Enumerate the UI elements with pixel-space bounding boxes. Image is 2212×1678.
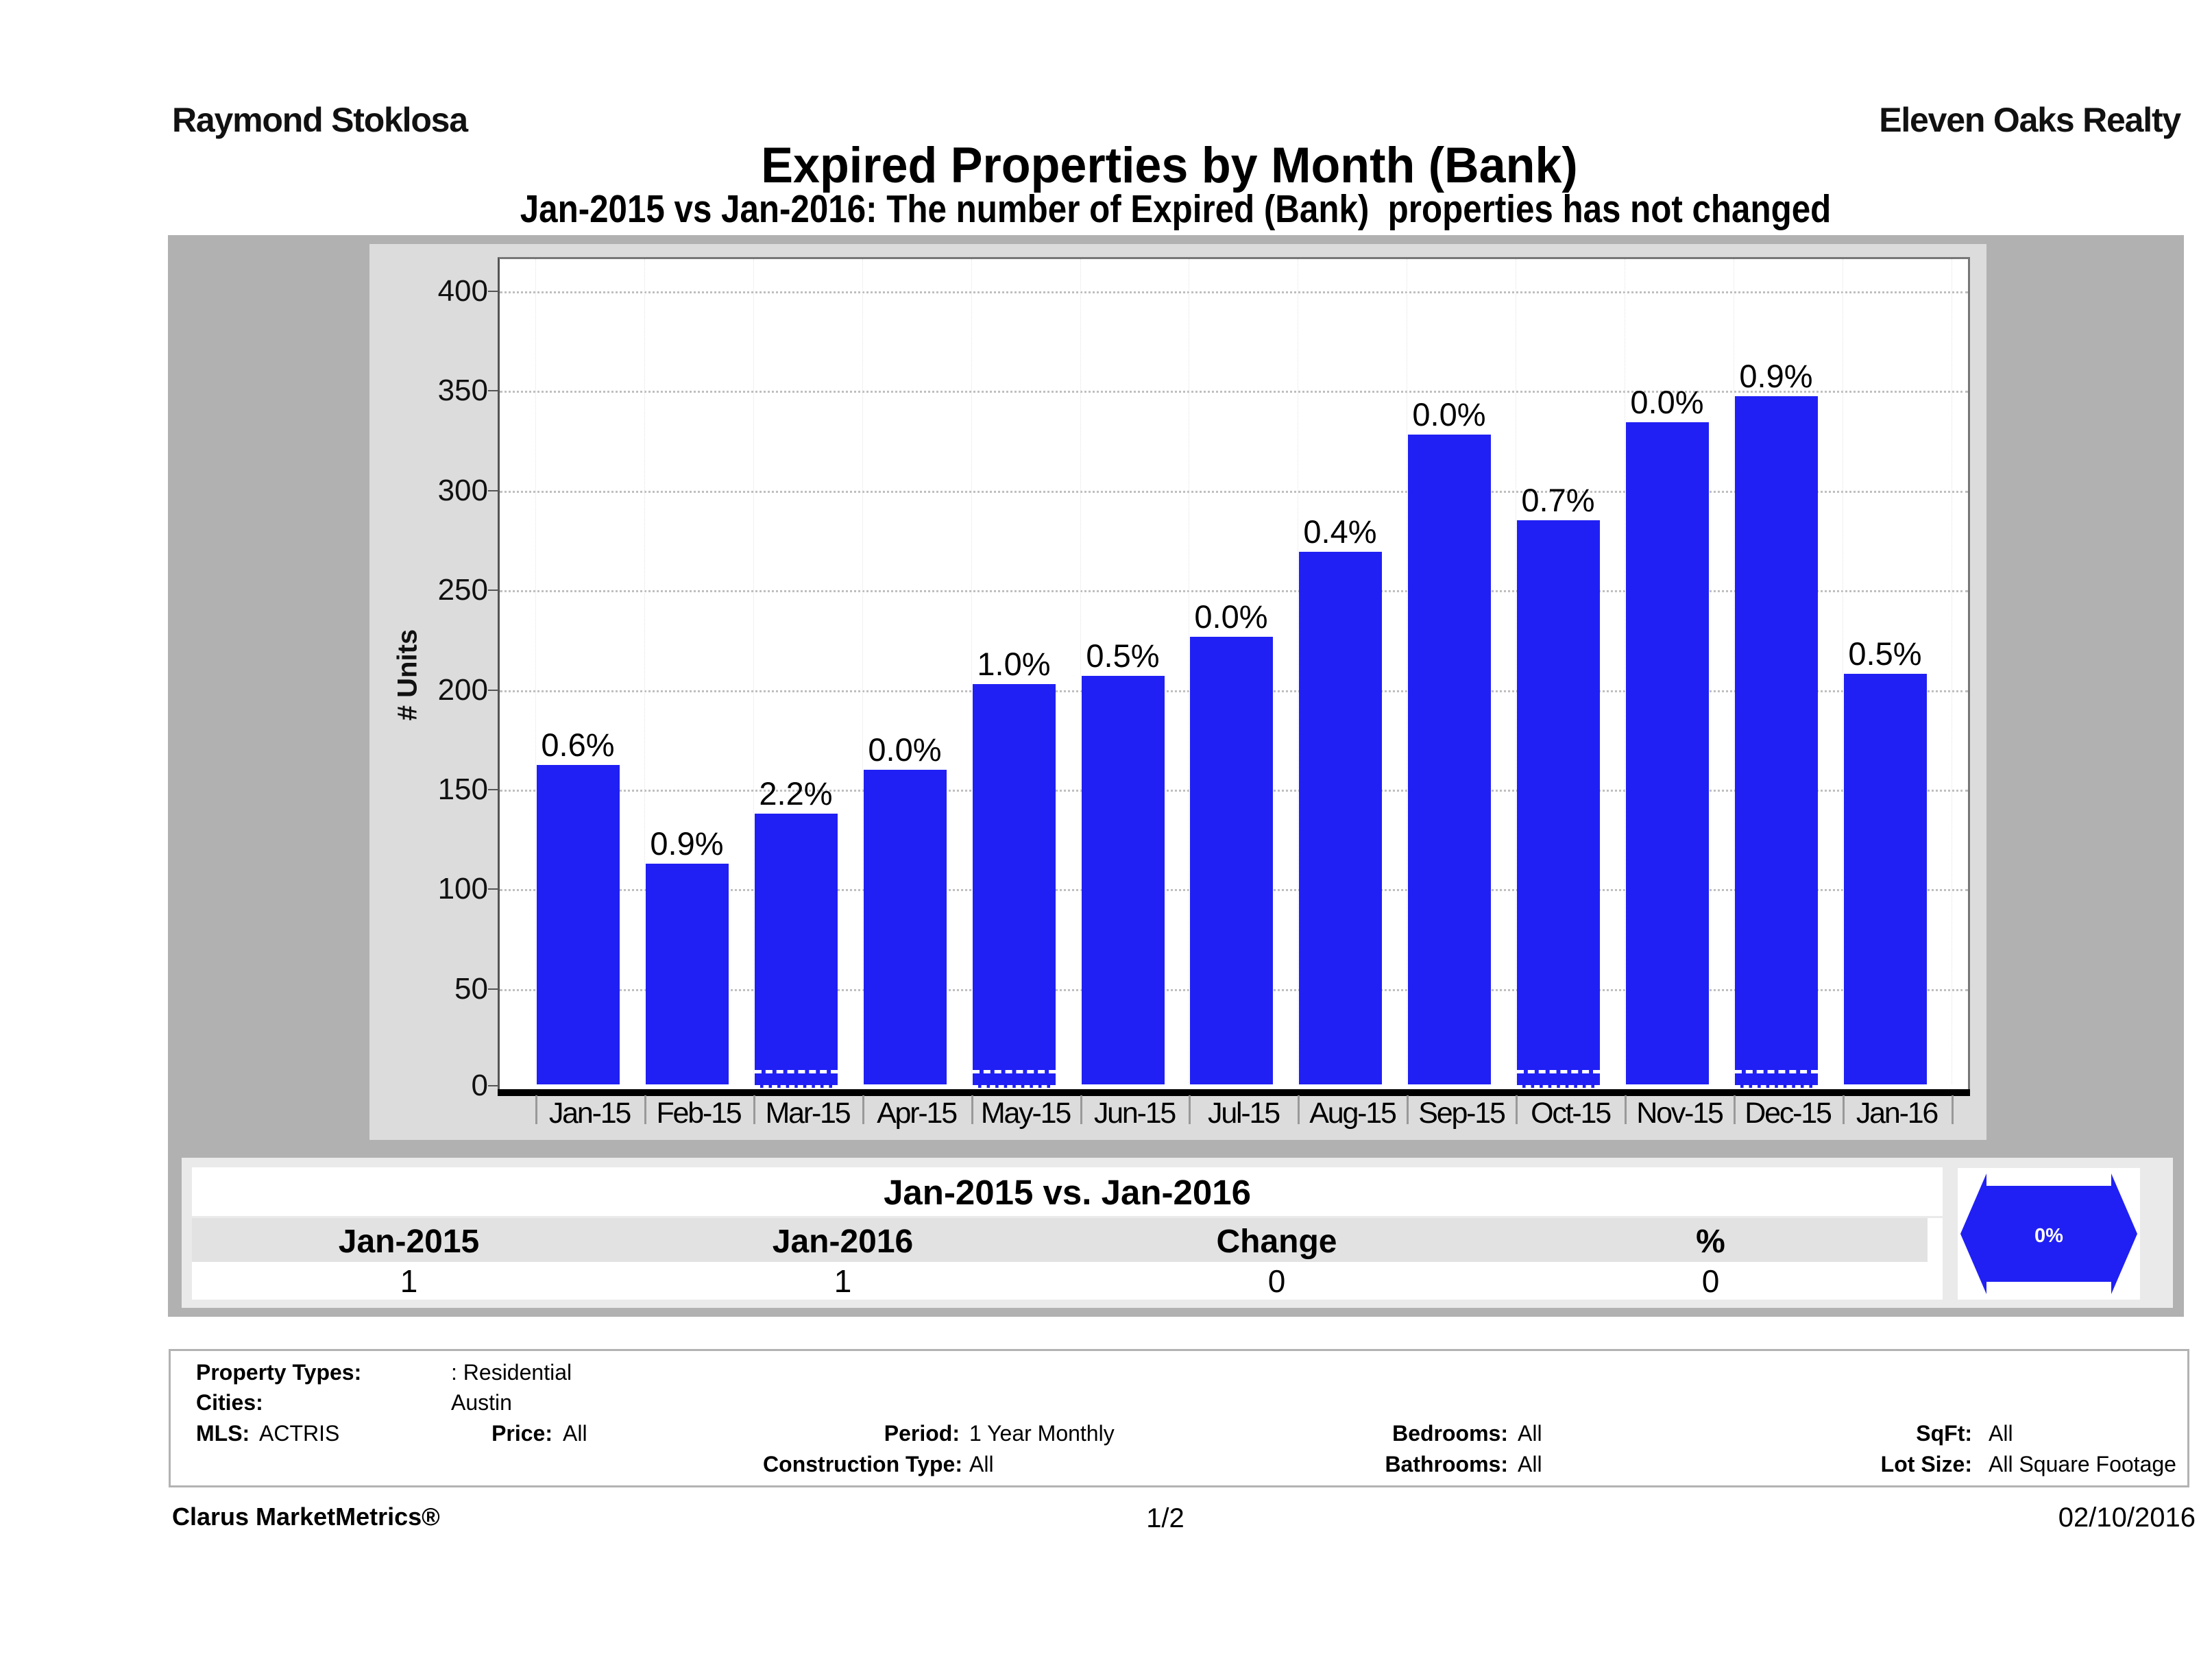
svg-text:0%: 0% bbox=[2034, 1225, 2063, 1247]
